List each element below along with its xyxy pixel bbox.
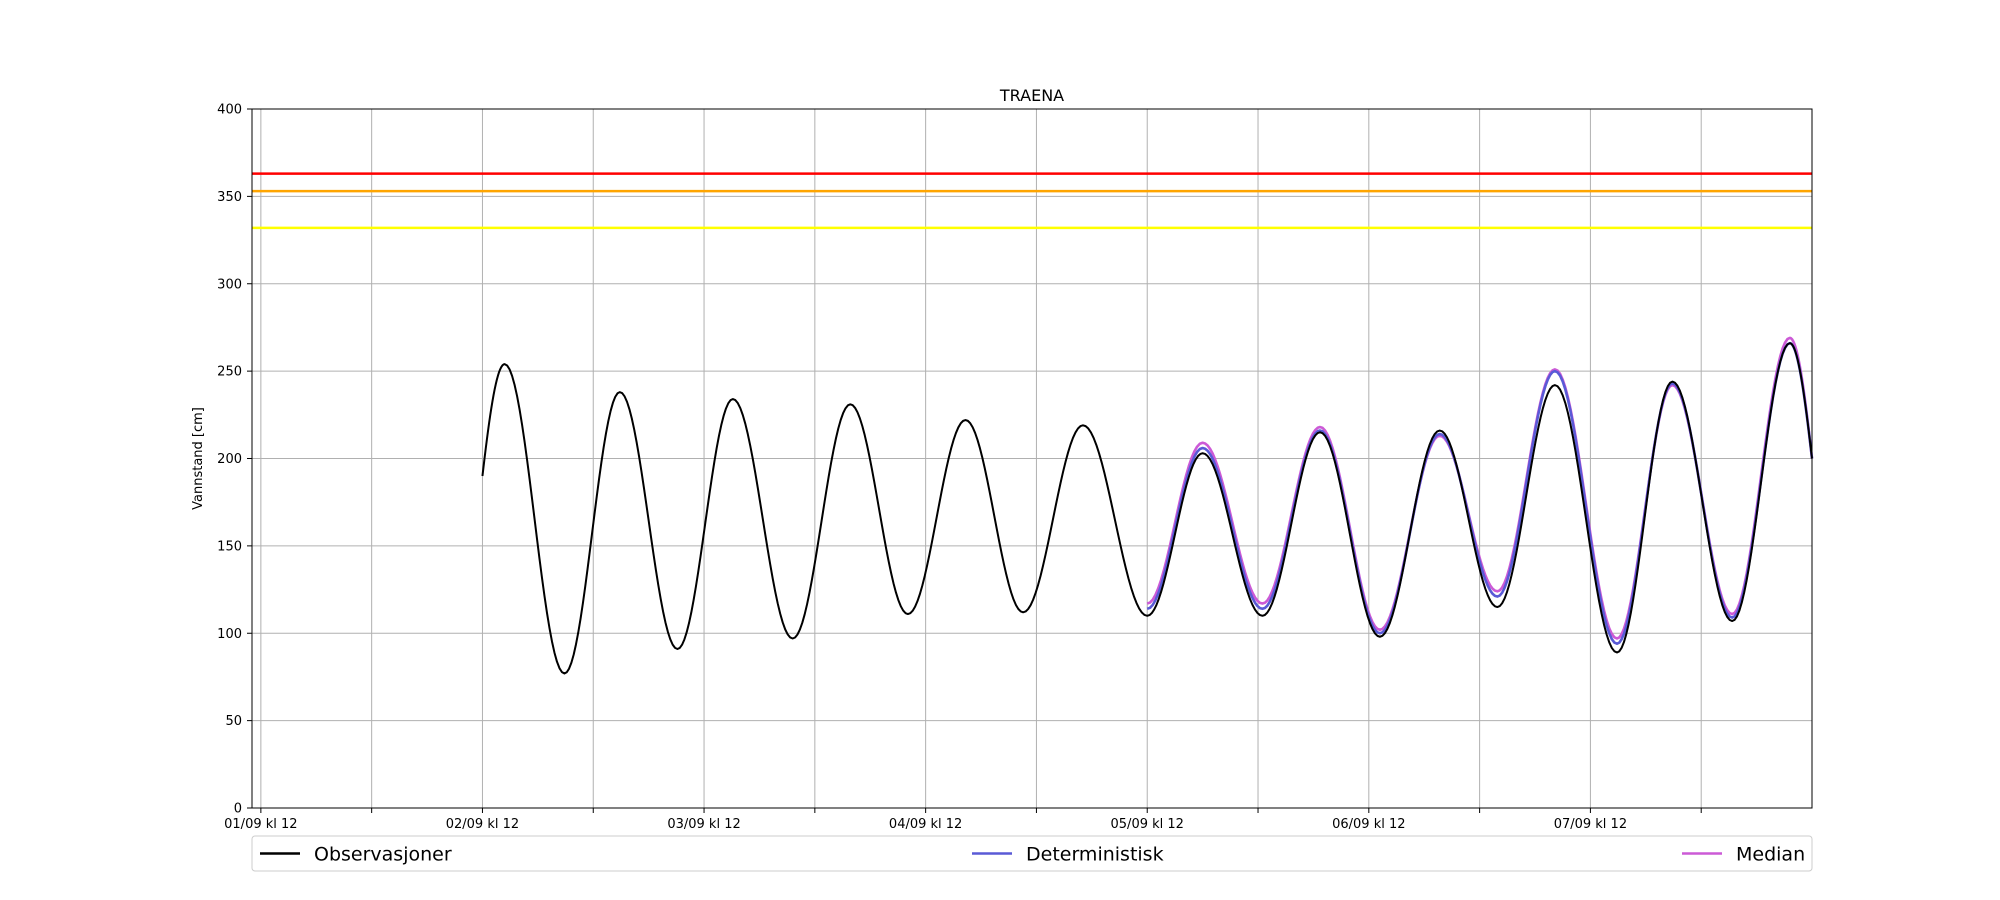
x-axis: 01/09 kl 12 02/09 kl 12 03/09 kl 12 04/09 k… <box>224 808 1702 832</box>
series-line-median <box>1146 336 1814 640</box>
chart-title: TRAENA <box>999 86 1064 105</box>
y-tick-label: 200 <box>217 452 242 467</box>
series-line-deterministisk <box>1146 341 1814 646</box>
series-line-observasjoner <box>481 342 1813 675</box>
y-tick-label: 50 <box>225 714 242 729</box>
x-tick-label: 04/09 kl 12 <box>889 817 962 832</box>
x-tick-label: 03/09 kl 12 <box>667 817 740 832</box>
legend-entry: Deterministisk <box>1026 844 1164 866</box>
legend: Observasjoner Deterministisk Median <box>251 835 1813 872</box>
y-tick-label: 300 <box>217 277 242 292</box>
threshold-lines <box>252 172 1812 230</box>
y-tick-label: 350 <box>217 190 242 205</box>
grid <box>252 108 1812 809</box>
x-tick-label: 05/09 kl 12 <box>1111 817 1184 832</box>
y-axis-label: Vannstand [cm] <box>191 407 206 510</box>
legend-entry: Observasjoner <box>314 844 452 866</box>
y-tick-label: 250 <box>217 365 242 380</box>
legend-entry: Median <box>1736 844 1805 866</box>
y-tick-label: 100 <box>217 627 242 642</box>
y-tick-label: 0 <box>234 802 242 817</box>
legend-box <box>251 835 1813 872</box>
y-axis: 0 50 100 150 200 250 300 350 400 <box>217 103 252 817</box>
y-tick-label: 150 <box>217 539 242 554</box>
x-tick-label: 07/09 kl 12 <box>1554 817 1627 832</box>
x-tick-label: 02/09 kl 12 <box>446 817 519 832</box>
x-tick-label: 06/09 kl 12 <box>1332 817 1405 832</box>
y-tick-label: 400 <box>217 103 242 118</box>
series-lines <box>481 336 1814 675</box>
x-tick-label: 01/09 kl 12 <box>224 817 297 832</box>
